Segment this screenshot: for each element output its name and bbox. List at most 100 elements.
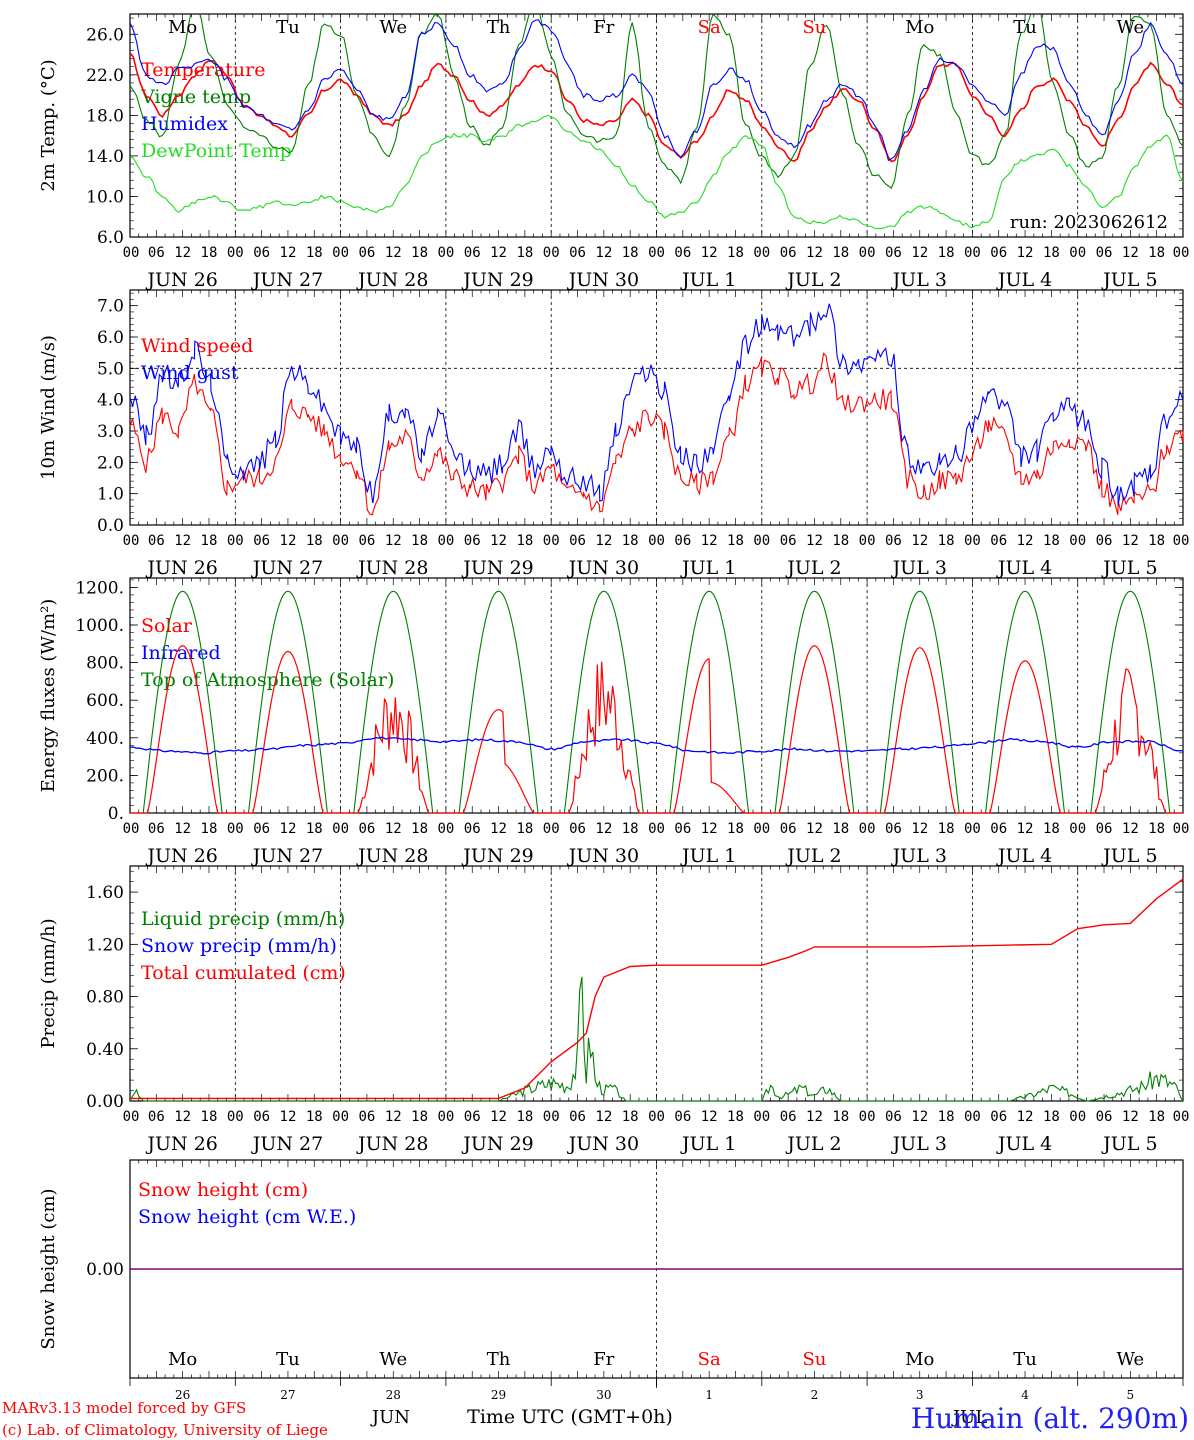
hour-tick-label: 06 xyxy=(780,245,797,261)
hour-tick-label: 18 xyxy=(938,1109,955,1125)
series-line-infrared xyxy=(129,736,1184,755)
hour-tick-label: 12 xyxy=(806,533,823,549)
weekday-label: Tu xyxy=(1013,17,1037,38)
hour-tick-label: 18 xyxy=(306,245,323,261)
hour-tick-label: 00 xyxy=(1173,1109,1190,1125)
hour-tick-label: 00 xyxy=(543,821,560,837)
hour-tick-label: 06 xyxy=(358,1109,375,1125)
day-label: JUL 4 xyxy=(996,557,1052,579)
day-label: JUN 28 xyxy=(356,269,428,291)
day-label: JUN 26 xyxy=(145,845,217,867)
hour-tick-label: 00 xyxy=(227,533,244,549)
hour-tick-label: 18 xyxy=(938,245,955,261)
series-line-total-cumulated xyxy=(130,878,1184,1100)
hour-tick-label: 06 xyxy=(464,821,481,837)
hour-tick-label: 06 xyxy=(990,533,1007,549)
hour-tick-label: 18 xyxy=(1148,1109,1165,1125)
y-axis-label: Snow height (cm) xyxy=(38,1188,59,1349)
location-label: Humain (alt. 290m) xyxy=(911,1402,1189,1435)
day-number-label: 3 xyxy=(916,1388,924,1402)
hour-tick-label: 06 xyxy=(990,821,1007,837)
legend-entry: Vigne temp xyxy=(140,86,251,108)
hour-tick-label: 18 xyxy=(1148,245,1165,261)
hour-tick-label: 00 xyxy=(1173,245,1190,261)
hour-tick-label: 12 xyxy=(911,533,928,549)
hour-tick-label: 12 xyxy=(1122,821,1139,837)
weekday-label: Mo xyxy=(905,1349,934,1370)
day-label: JUN 30 xyxy=(567,845,639,867)
day-number-label: 30 xyxy=(596,1388,611,1402)
hour-tick-label: 18 xyxy=(1043,245,1060,261)
day-label: JUN 30 xyxy=(567,557,639,579)
weekday-label: Tu xyxy=(276,1349,300,1370)
weekday-label: Mo xyxy=(168,1349,197,1370)
month-label: JUL xyxy=(951,1407,987,1428)
hour-tick-label: 12 xyxy=(385,533,402,549)
day-number-label: 2 xyxy=(811,1388,819,1402)
hour-tick-label: 18 xyxy=(1043,1109,1060,1125)
y-tick-label: 26.0 xyxy=(86,25,124,45)
hour-tick-label: 00 xyxy=(859,821,876,837)
hour-tick-label: 18 xyxy=(727,245,744,261)
hour-tick-label: 00 xyxy=(543,245,560,261)
hour-tick-label: 12 xyxy=(174,821,191,837)
hour-tick-label: 12 xyxy=(806,1109,823,1125)
hour-tick-label: 00 xyxy=(964,821,981,837)
hour-tick-label: 18 xyxy=(201,245,218,261)
hour-tick-label: 06 xyxy=(885,1109,902,1125)
y-tick-label: 4.0 xyxy=(97,391,124,411)
hour-tick-label: 12 xyxy=(1017,533,1034,549)
y-tick-label: 1.0 xyxy=(97,485,124,505)
y-axis-label: 10m Wind (m/s) xyxy=(38,335,59,480)
hour-tick-label: 06 xyxy=(569,245,586,261)
series-line-wind-speed xyxy=(129,352,1184,516)
hour-tick-label: 00 xyxy=(123,533,140,549)
hour-tick-label: 06 xyxy=(885,245,902,261)
series-line-wind-gust xyxy=(129,303,1184,506)
series-line-solar xyxy=(130,645,1183,814)
series-line-liquid-precip xyxy=(129,976,1184,1102)
hour-tick-label: 06 xyxy=(569,1109,586,1125)
day-number-label: 29 xyxy=(491,1388,506,1402)
series-line-temperature xyxy=(130,52,1183,163)
hour-tick-label: 18 xyxy=(516,1109,533,1125)
legend-entry: Total cumulated (cm) xyxy=(141,962,346,984)
legend-entry: Liquid precip (mm/h) xyxy=(141,908,345,930)
hour-tick-label: 00 xyxy=(753,1109,770,1125)
y-tick-label: 0. xyxy=(108,804,124,824)
hour-tick-label: 18 xyxy=(832,533,849,549)
hour-tick-label: 18 xyxy=(201,821,218,837)
day-number-label: 1 xyxy=(705,1388,713,1402)
legend-entry: Solar xyxy=(141,615,193,637)
hour-tick-label: 00 xyxy=(964,533,981,549)
weekday-label: Su xyxy=(802,1349,826,1370)
hour-tick-label: 00 xyxy=(227,821,244,837)
weekday-label: Mo xyxy=(905,17,934,38)
hour-tick-label: 12 xyxy=(385,1109,402,1125)
day-label: JUL 4 xyxy=(996,269,1052,291)
hour-tick-label: 12 xyxy=(1122,245,1139,261)
day-label: JUN 26 xyxy=(145,269,217,291)
weekday-label: Tu xyxy=(1013,1349,1037,1370)
hour-tick-label: 06 xyxy=(148,1109,165,1125)
hour-tick-label: 18 xyxy=(201,1109,218,1125)
day-label: JUL 1 xyxy=(680,1133,736,1155)
hour-tick-label: 12 xyxy=(595,533,612,549)
legend-entry: Snow height (cm) xyxy=(138,1179,308,1201)
y-tick-label: 5.0 xyxy=(97,359,124,379)
panel-2: 0.0 1.0 2.0 3.0 4.0 5.0 6.0 7.0 10m Wind (m/s) 00… xyxy=(38,289,1189,579)
hour-tick-label: 00 xyxy=(437,821,454,837)
day-label: JUL 3 xyxy=(891,269,947,291)
day-number-label: 4 xyxy=(1021,1388,1029,1402)
panel-1: 6.0 10.0 14.0 18.0 22.0 26.0 2m Temp. (°C) 00 06… xyxy=(38,13,1190,291)
day-label: JUN 28 xyxy=(356,845,428,867)
hour-tick-label: 00 xyxy=(859,533,876,549)
hour-tick-label: 00 xyxy=(859,245,876,261)
y-tick-label: 18.0 xyxy=(86,106,124,126)
hour-tick-label: 18 xyxy=(411,821,428,837)
y-tick-label: 22.0 xyxy=(86,66,124,86)
hour-tick-label: 12 xyxy=(490,821,507,837)
credit-line-1: MARv3.13 model forced by GFS xyxy=(2,1399,246,1417)
hour-tick-label: 06 xyxy=(253,245,270,261)
hour-tick-label: 12 xyxy=(701,821,718,837)
